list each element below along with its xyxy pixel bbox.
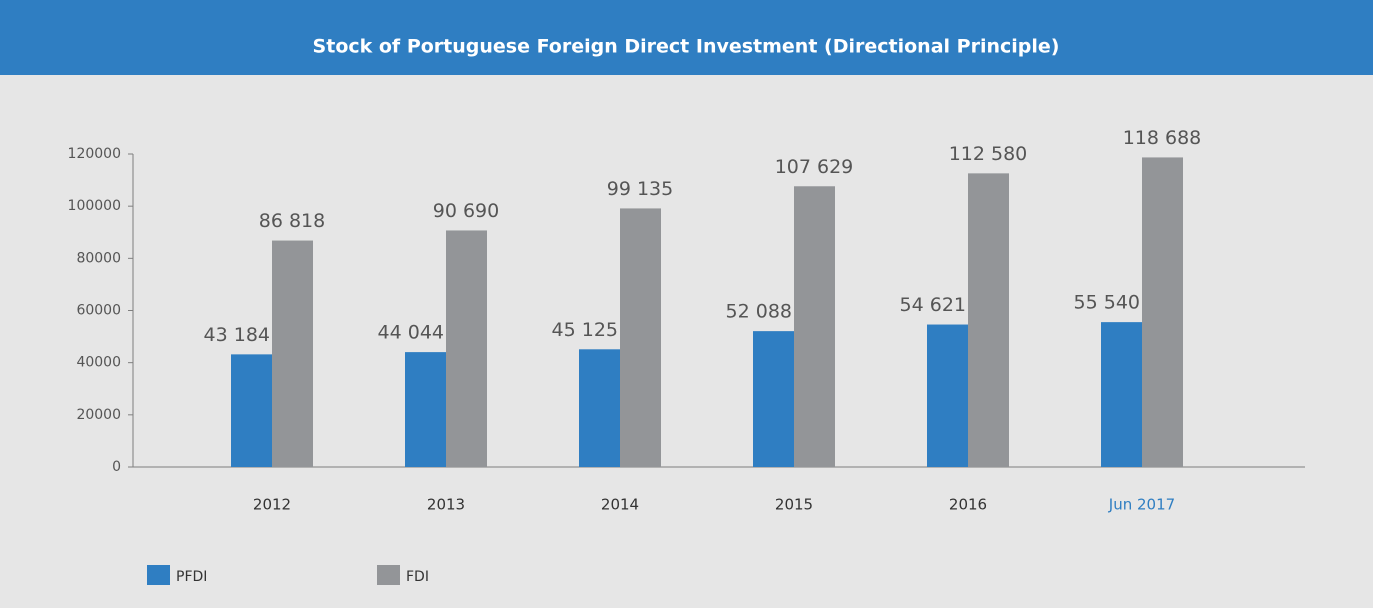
x-tick-label: 2016 xyxy=(949,496,987,514)
legend-label: PFDI xyxy=(176,569,207,585)
value-label: 86 818 xyxy=(259,210,325,232)
legend-swatch xyxy=(377,565,400,585)
bar xyxy=(446,230,487,467)
legend-swatch xyxy=(147,565,170,585)
bar xyxy=(1101,322,1142,467)
bar xyxy=(753,331,794,467)
value-label: 112 580 xyxy=(949,143,1028,165)
value-label: 54 621 xyxy=(900,294,966,316)
x-tick-label: 2012 xyxy=(253,496,291,514)
y-tick-label: 0 xyxy=(112,459,121,475)
legend-label: FDI xyxy=(406,569,429,585)
x-tick-label: Jun 2017 xyxy=(1108,496,1175,514)
bar xyxy=(927,324,968,467)
bar xyxy=(231,354,272,467)
chart-title: Stock of Portuguese Foreign Direct Inves… xyxy=(313,36,1060,58)
y-tick-label: 40000 xyxy=(76,355,121,371)
value-label: 118 688 xyxy=(1123,127,1202,149)
x-tick-label: 2013 xyxy=(427,496,465,514)
bar xyxy=(968,173,1009,468)
bar xyxy=(620,208,661,467)
value-label: 45 125 xyxy=(552,319,618,341)
value-label: 90 690 xyxy=(433,200,499,222)
y-tick-label: 120000 xyxy=(68,146,121,162)
bar xyxy=(405,352,446,467)
bar xyxy=(272,240,313,467)
y-tick-label: 20000 xyxy=(76,407,121,423)
bar xyxy=(1142,157,1183,468)
bar xyxy=(794,186,835,467)
y-tick-label: 60000 xyxy=(76,303,121,319)
x-tick-label: 2015 xyxy=(775,496,813,514)
value-label: 52 088 xyxy=(726,301,792,323)
value-label: 43 184 xyxy=(204,324,270,346)
bar xyxy=(579,349,620,467)
value-label: 99 135 xyxy=(607,178,673,200)
value-label: 44 044 xyxy=(378,322,444,344)
x-tick-label: 2014 xyxy=(601,496,639,514)
value-label: 55 540 xyxy=(1074,292,1140,314)
value-label: 107 629 xyxy=(775,156,854,178)
y-tick-label: 80000 xyxy=(76,250,121,266)
header-bar xyxy=(0,0,1373,75)
y-tick-label: 100000 xyxy=(68,198,121,214)
